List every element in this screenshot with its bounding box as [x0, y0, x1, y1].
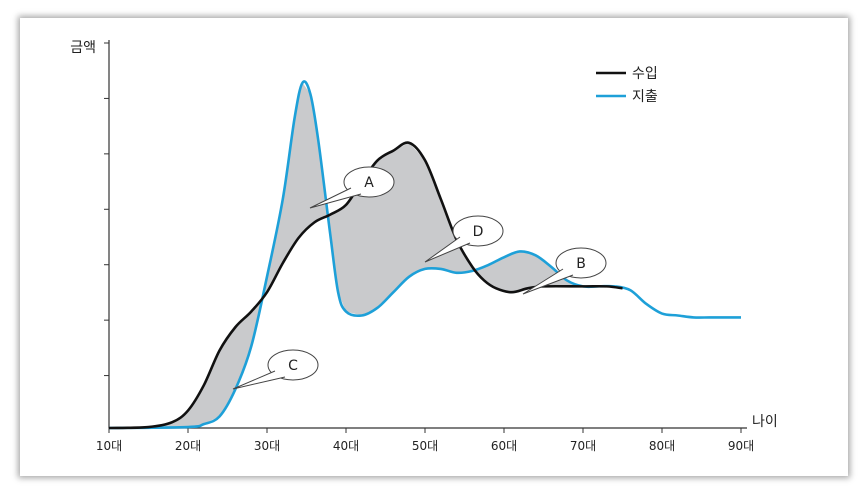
callout-bubble: [555, 247, 607, 279]
callout-pointer-fill: [523, 269, 573, 294]
x-tick-label: 80대: [649, 439, 675, 453]
x-tick-layer: 10대 20대 30대 40대 50대 60대 70대 80대 90대: [96, 428, 754, 453]
x-tick-label: 20대: [175, 439, 201, 453]
y-tick-layer: [104, 42, 109, 377]
callout-pointer: [232, 370, 286, 390]
legend: 수입 지출: [596, 66, 658, 105]
callout-pointer: [424, 236, 471, 263]
callout-label: A: [364, 175, 374, 191]
callout-label: D: [473, 224, 484, 240]
legend-label-expense: 지출: [632, 89, 658, 105]
callout-pointer: [522, 268, 574, 295]
x-tick-label: 90대: [728, 439, 754, 453]
legend-label-income: 수입: [632, 66, 658, 82]
expense-series-line: [108, 80, 741, 430]
callout-label: B: [576, 256, 586, 272]
callout-c: C: [232, 349, 319, 390]
x-axis-title: 나이: [752, 414, 778, 430]
y-axis-title: 금액: [70, 40, 96, 56]
callout-d: D: [424, 215, 504, 263]
x-tick-label: 40대: [333, 439, 359, 453]
callout-b: B: [522, 247, 607, 295]
callout-label: C: [288, 358, 298, 374]
shaded-area-layer: [124, 82, 623, 428]
callout-bubble: [267, 349, 319, 381]
callout-pointer-fill: [310, 188, 361, 208]
difference-shaded-area: [124, 82, 623, 428]
callout-bubble: [343, 166, 395, 198]
axis-layer: 금액 나이: [70, 40, 778, 430]
x-tick-label: 70대: [570, 439, 596, 453]
callout-pointer: [309, 187, 362, 209]
x-tick-label: 50대: [412, 439, 438, 453]
chart-frame: 금액 나이 10대 20대 30대 40대 50대 60대 70대 80대 90대 A B C D 수…: [20, 18, 848, 476]
x-tick-label: 10대: [96, 439, 122, 453]
callout-pointer-fill: [425, 237, 470, 262]
callout-a: A: [309, 166, 395, 209]
x-tick-label: 30대: [254, 439, 280, 453]
callout-layer: A B C D: [232, 166, 607, 390]
x-tick-label: 60대: [491, 439, 517, 453]
callout-pointer-fill: [233, 371, 285, 389]
income-expense-chart: 금액 나이 10대 20대 30대 40대 50대 60대 70대 80대 90대 A B C D 수…: [70, 40, 778, 453]
callout-bubble: [452, 215, 504, 247]
